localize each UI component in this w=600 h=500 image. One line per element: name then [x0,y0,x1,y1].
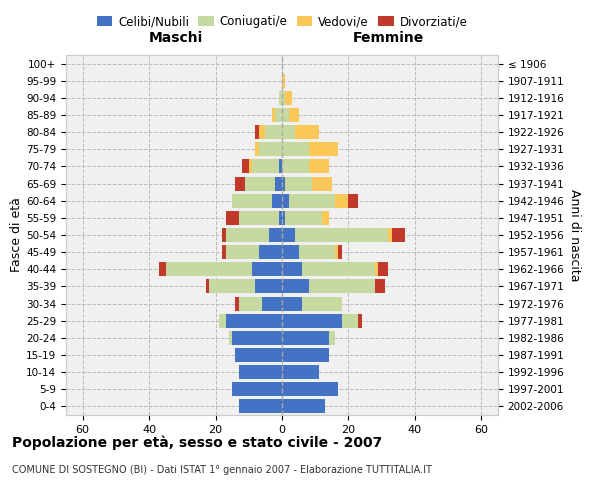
Bar [302,262,375,276]
Bar [232,331,282,345]
Legend: Celibi/Nubili, Coniugati/e, Vedovi/e, Divorziati/e: Celibi/Nubili, Coniugati/e, Vedovi/e, Di… [92,10,472,33]
Bar [375,280,385,293]
Bar [235,296,239,310]
Text: Popolazione per età, sesso e stato civile - 2007: Popolazione per età, sesso e stato civil… [12,435,382,450]
Bar [286,91,292,105]
Bar [226,228,269,242]
Bar [278,91,282,105]
Bar [259,142,282,156]
Bar [275,176,282,190]
Bar [379,262,388,276]
Bar [282,194,289,207]
Bar [259,245,282,259]
Bar [222,228,226,242]
Bar [282,74,286,88]
Bar [299,245,335,259]
Bar [282,400,325,413]
Bar [166,262,252,276]
Bar [256,125,259,139]
Bar [302,296,342,310]
Bar [256,142,259,156]
Bar [322,211,329,225]
Bar [239,296,262,310]
Bar [206,280,209,293]
Bar [232,194,272,207]
Bar [282,280,308,293]
Bar [278,211,282,225]
Bar [239,400,282,413]
Bar [226,211,239,225]
Text: Maschi: Maschi [149,30,203,44]
Bar [312,176,332,190]
Text: Femmine: Femmine [353,30,424,44]
Bar [392,228,405,242]
Bar [349,194,358,207]
Bar [342,314,358,328]
Bar [252,160,278,173]
Bar [209,280,256,293]
Bar [159,262,166,276]
Bar [282,296,302,310]
Bar [295,228,388,242]
Bar [335,194,349,207]
Bar [249,160,252,173]
Bar [282,108,289,122]
Bar [282,176,286,190]
Bar [226,245,259,259]
Y-axis label: Fasce di età: Fasce di età [10,198,23,272]
Bar [282,211,286,225]
Bar [272,194,282,207]
Bar [282,125,295,139]
Bar [232,382,282,396]
Bar [282,160,308,173]
Bar [272,108,275,122]
Bar [222,245,226,259]
Text: COMUNE DI SOSTEGNO (BI) - Dati ISTAT 1° gennaio 2007 - Elaborazione TUTTITALIA.I: COMUNE DI SOSTEGNO (BI) - Dati ISTAT 1° … [12,465,432,475]
Bar [245,176,275,190]
Bar [308,160,329,173]
Bar [282,331,329,345]
Bar [282,348,329,362]
Bar [282,228,295,242]
Bar [269,228,282,242]
Bar [286,176,312,190]
Bar [219,314,226,328]
Bar [265,125,282,139]
Bar [289,108,299,122]
Bar [286,211,322,225]
Bar [388,228,392,242]
Bar [282,314,342,328]
Bar [308,280,375,293]
Bar [282,91,286,105]
Bar [242,160,249,173]
Bar [282,382,338,396]
Bar [259,125,265,139]
Bar [375,262,379,276]
Bar [252,262,282,276]
Bar [282,142,308,156]
Bar [262,296,282,310]
Bar [235,348,282,362]
Bar [338,245,342,259]
Bar [282,262,302,276]
Bar [235,176,245,190]
Bar [239,365,282,379]
Bar [278,160,282,173]
Bar [289,194,335,207]
Bar [256,280,282,293]
Bar [335,245,338,259]
Bar [239,211,278,225]
Y-axis label: Anni di nascita: Anni di nascita [568,188,581,281]
Bar [308,142,338,156]
Bar [329,331,335,345]
Bar [229,331,232,345]
Bar [226,314,282,328]
Bar [282,365,319,379]
Bar [295,125,319,139]
Bar [275,108,282,122]
Bar [282,245,299,259]
Bar [358,314,362,328]
